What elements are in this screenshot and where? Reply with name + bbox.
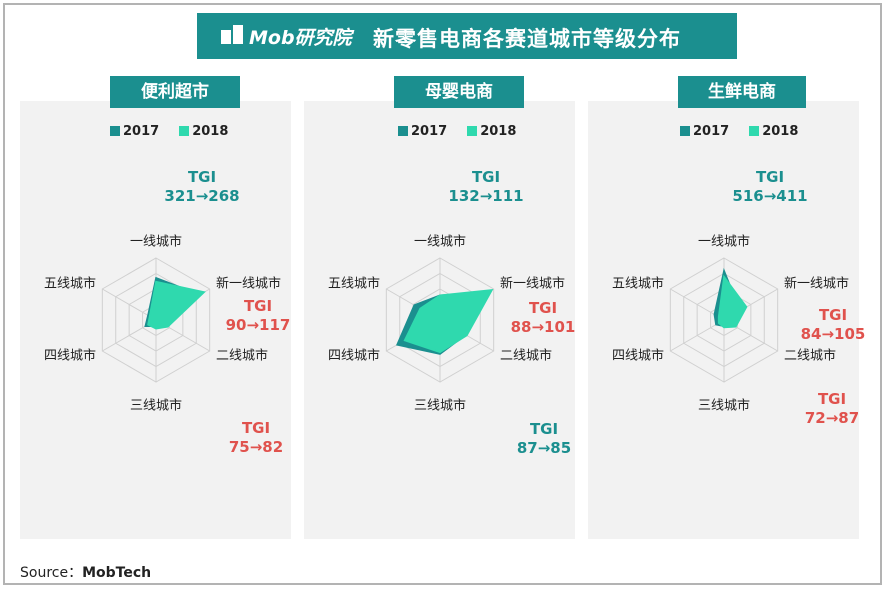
radar-axis-label: 一线城市 [698,234,750,250]
tgi-annotation: TGI 516→411 [728,168,812,206]
tgi-label: TGI [528,299,558,317]
legend-label-2017: 2017 [411,124,448,139]
legend-label-2018: 2018 [192,124,229,139]
radar-spoke [670,319,725,352]
legend-panel-2: 2017 2018 [398,124,536,139]
radar-axis-label: 二线城市 [784,348,836,364]
tgi-value: 88→101 [510,318,576,336]
tgi-value: 516→411 [732,187,808,205]
source-note: Source：MobTech [20,562,151,582]
tgi-annotation: TGI 72→87 [794,390,870,428]
logo-bar-icon-2 [233,25,243,44]
source-value: MobTech [82,565,152,581]
tgi-annotation: TGI 84→105 [795,306,871,344]
tgi-label: TGI [529,420,559,438]
panel-title-fresh-food: 生鲜电商 [678,76,806,108]
radar-axis-label: 五线城市 [612,276,664,292]
legend-panel-1: 2017 2018 [110,124,248,139]
radar-axis-label: 四线城市 [328,348,380,364]
legend-label-2017: 2017 [123,124,160,139]
radar-axis-label: 二线城市 [500,348,552,364]
logo-text: Mob研究院 [249,27,352,49]
tgi-label: TGI [471,168,501,186]
tgi-label: TGI [755,168,785,186]
tgi-label: TGI [818,306,848,324]
legend-swatch-2017 [110,126,120,136]
chart-frame [3,3,882,585]
panel-title-maternal-baby: 母婴电商 [394,76,524,108]
radar-series-2018 [403,289,494,354]
panel-title-convenience-store: 便利超市 [110,76,240,108]
header-banner: Mob研究院 新零售电商各赛道城市等级分布 [197,13,737,59]
radar-axis-label: 三线城市 [698,398,750,414]
radar-axis-label: 四线城市 [44,348,96,364]
tgi-label: TGI [187,168,217,186]
tgi-value: 132→111 [448,187,524,205]
tgi-annotation: TGI 132→111 [444,168,528,206]
radar-series-2018 [147,280,206,330]
legend-label-2018: 2018 [480,124,517,139]
tgi-value: 72→87 [804,409,860,427]
source-label: Source： [20,565,83,581]
tgi-value: 90→117 [225,316,291,334]
radar-axis-label: 新一线城市 [784,276,849,292]
tgi-annotation: TGI 321→268 [162,168,242,206]
tgi-label: TGI [243,297,273,315]
tgi-label: TGI [817,390,847,408]
logo-bar-icon [221,30,231,44]
tgi-annotation: TGI 90→117 [218,297,298,335]
radar-spoke [102,288,157,321]
tgi-label: TGI [241,419,271,437]
tgi-value: 87→85 [516,439,572,457]
legend-swatch-2018 [467,126,478,136]
radar-axis-label: 新一线城市 [216,276,281,292]
tgi-annotation: TGI 75→82 [216,419,296,457]
radar-axis-label: 四线城市 [612,348,664,364]
radar-axis-label: 一线城市 [414,234,466,250]
legend-label-2018: 2018 [762,124,799,139]
mob-logo: Mob研究院 [221,21,352,51]
radar-axis-label: 五线城市 [44,276,96,292]
radar-axis-label: 新一线城市 [500,276,565,292]
tgi-value: 321→268 [164,187,240,205]
tgi-value: 84→105 [800,325,866,343]
legend-label-2017: 2017 [693,124,730,139]
legend-swatch-2017 [398,126,408,136]
tgi-value: 75→82 [228,438,284,456]
radar-axis-label: 三线城市 [414,398,466,414]
page-title: 新零售电商各赛道城市等级分布 [373,27,681,51]
radar-axis-label: 二线城市 [216,348,268,364]
radar-axis-label: 一线城市 [130,234,182,250]
tgi-annotation: TGI 88→101 [503,299,583,337]
legend-swatch-2018 [179,126,190,136]
radar-axis-label: 三线城市 [130,398,182,414]
legend-swatch-2017 [680,126,690,136]
radar-axis-label: 五线城市 [328,276,380,292]
radar-series-2018 [717,274,748,329]
legend-swatch-2018 [749,126,760,136]
legend-panel-3: 2017 2018 [680,124,818,139]
tgi-annotation: TGI 87→85 [504,420,584,458]
